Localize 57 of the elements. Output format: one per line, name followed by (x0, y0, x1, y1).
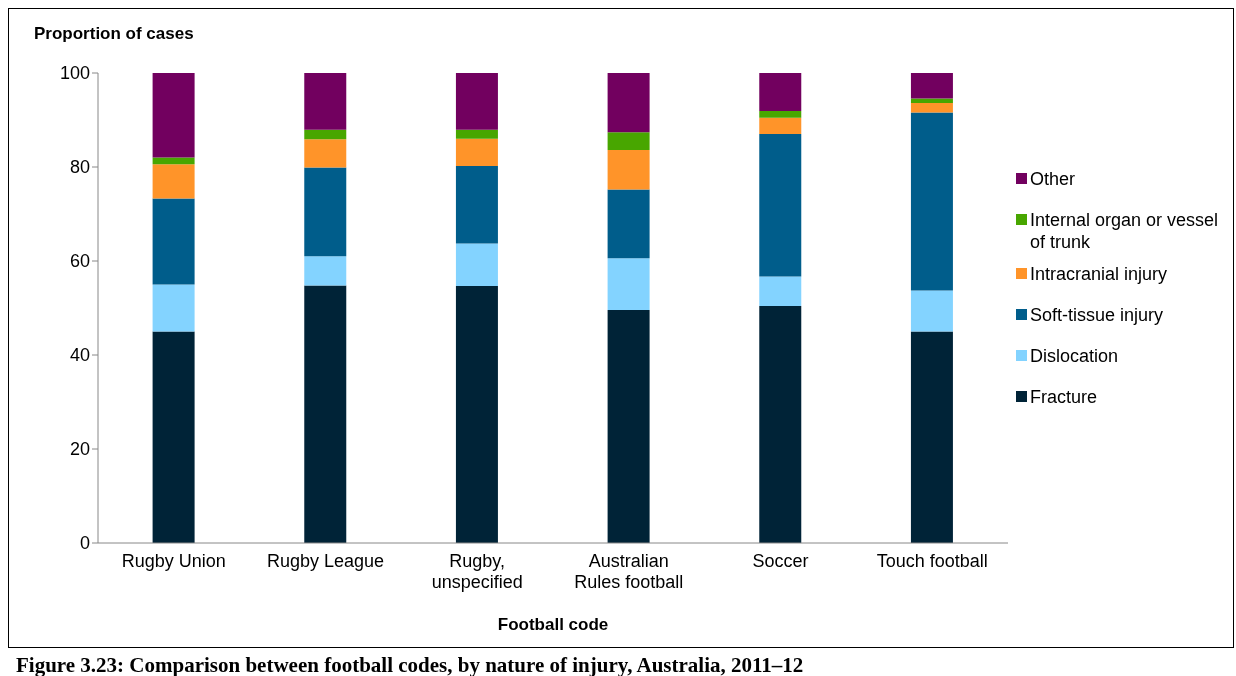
bar (910, 331, 953, 543)
y-tick-label: 40 (69, 345, 90, 366)
bar (455, 243, 498, 286)
bar (455, 138, 498, 167)
bar (910, 98, 953, 104)
legend-label: Fracture (1030, 386, 1098, 408)
bar (152, 284, 195, 332)
x-tick-label: Touch football (876, 551, 988, 571)
y-axis-title: Proportion of cases (34, 24, 194, 44)
bar (910, 73, 953, 99)
bar (910, 290, 953, 332)
y-tick-label: 20 (69, 439, 90, 460)
x-tick-label: Rugby League (266, 551, 385, 571)
bar (304, 73, 347, 130)
y-tick-label: 100 (59, 63, 90, 84)
bar (152, 198, 195, 285)
bar (607, 150, 650, 190)
bar (607, 309, 650, 543)
bar (152, 157, 195, 165)
bar (607, 132, 650, 151)
bar (152, 73, 195, 158)
bar (910, 103, 953, 113)
bar (759, 276, 802, 307)
bar (759, 73, 802, 112)
bar (759, 111, 802, 118)
x-axis-title: Football code (497, 615, 609, 634)
bar (455, 129, 498, 139)
x-tick-label: Rugby Union (121, 551, 226, 571)
bar (607, 189, 650, 259)
x-tick-label: Australian Rules football (574, 551, 684, 592)
bar (759, 306, 802, 543)
bar (455, 285, 498, 543)
bar (304, 139, 347, 168)
bar (304, 285, 347, 543)
bar (910, 112, 953, 291)
y-tick-label: 80 (69, 157, 90, 178)
y-tick-label: 0 (79, 533, 90, 554)
bar (607, 73, 650, 133)
legend-label: Soft-tissue injury (1030, 304, 1164, 326)
bar (304, 167, 347, 257)
y-tick-label: 60 (69, 251, 90, 272)
legend-label: Dislocation (1030, 345, 1119, 367)
legend-label: Internal organ or vessel of trunk (1030, 209, 1220, 253)
bar (759, 117, 802, 135)
bar (152, 331, 195, 543)
bar (607, 258, 650, 310)
bar (455, 166, 498, 244)
text: Figure 3.23: Comparison between football codes, by nature of injury, Australia, 2011–12 (16, 653, 804, 676)
bar (152, 164, 195, 199)
x-tick-label: Soccer (752, 551, 809, 571)
bar (455, 73, 498, 130)
x-tick-label: Rugby, unspecified (431, 551, 523, 592)
legend-label: Intracranial injury (1030, 263, 1168, 285)
bar (304, 256, 347, 286)
bar (759, 134, 802, 277)
bar (304, 129, 347, 140)
legend-label: Other (1030, 168, 1076, 190)
